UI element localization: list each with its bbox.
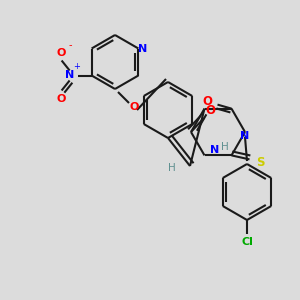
Text: H: H: [168, 163, 176, 173]
Text: N: N: [240, 131, 250, 141]
Text: Cl: Cl: [241, 237, 253, 247]
Text: H: H: [220, 142, 228, 152]
Text: O: O: [205, 104, 215, 118]
Text: O: O: [129, 102, 139, 112]
Text: N: N: [210, 146, 219, 155]
Text: O: O: [202, 95, 212, 108]
Text: -: -: [69, 40, 72, 50]
Text: N: N: [138, 44, 147, 53]
Text: +: +: [73, 62, 80, 71]
Text: S: S: [256, 156, 265, 169]
Text: N: N: [65, 70, 74, 80]
Text: O: O: [57, 94, 66, 103]
Text: O: O: [57, 47, 66, 58]
